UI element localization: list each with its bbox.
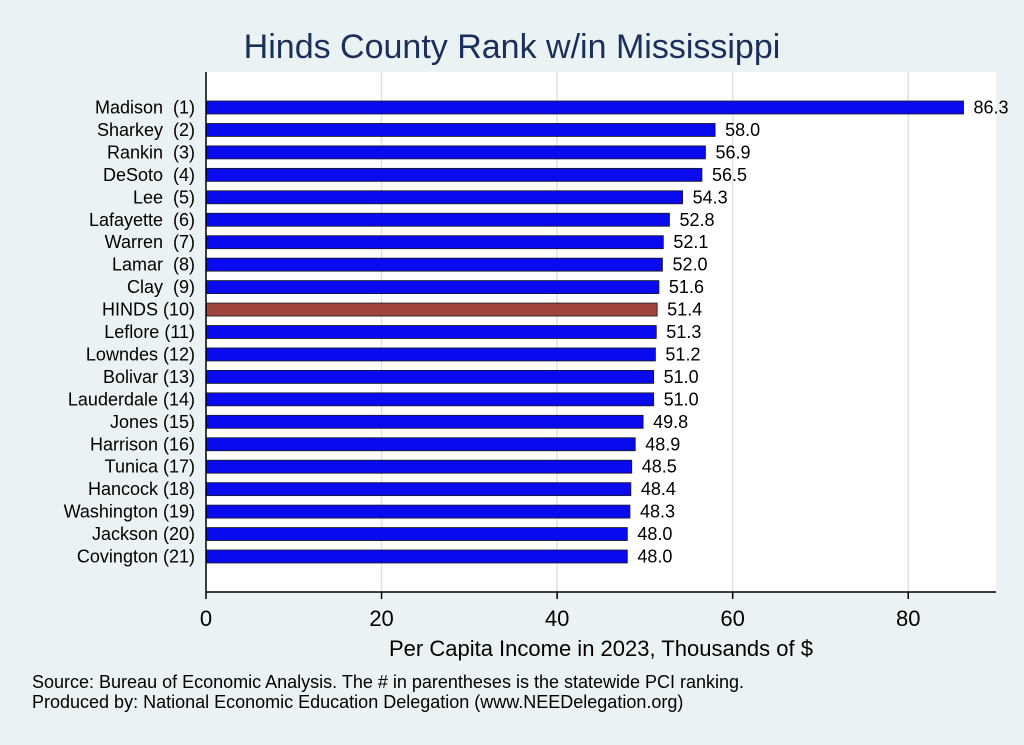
value-label: 51.4 [667,300,702,320]
category-label: Harrison (16) [90,434,195,454]
value-label: 48.9 [645,434,680,454]
bar-highlight [205,302,658,317]
value-label: 48.0 [637,524,672,544]
bar [205,235,664,250]
category-label: Lauderdale (14) [68,389,195,409]
value-label: 48.5 [642,457,677,477]
value-label: 51.0 [664,367,699,387]
value-label: 52.1 [673,232,708,252]
category-label: Lamar (8) [112,255,195,275]
value-label: 58.0 [725,120,760,140]
category-label: Clay (9) [127,277,195,297]
value-label: 52.0 [672,255,707,275]
value-label: 56.5 [712,165,747,185]
bar [205,392,655,407]
value-label: 51.3 [666,322,701,342]
x-tick-label: 40 [545,606,569,631]
bar [205,190,684,205]
x-axis-label: Per Capita Income in 2023, Thousands of … [389,636,813,661]
x-tick-label: 60 [720,606,744,631]
bar [205,482,632,497]
category-label: Bolivar (13) [103,367,195,387]
category-label: Jackson (20) [92,524,195,544]
x-tick-label: 20 [369,606,393,631]
x-ticks: 0 20 40 60 80 [200,592,920,631]
category-label: Madison (1) [95,98,195,118]
category-label: Rankin (3) [107,142,195,162]
bar [205,459,633,474]
bar [205,212,670,227]
category-label: Lafayette (6) [89,210,195,230]
category-label: Lowndes (12) [86,344,195,364]
x-tick-label: 0 [200,606,212,631]
value-label: 51.6 [669,277,704,297]
bar [205,123,716,137]
value-label: 51.2 [665,344,700,364]
value-label: 48.3 [640,502,675,522]
x-tick-label: 80 [896,606,920,631]
bar [205,280,660,295]
bar [205,369,655,384]
bar [205,504,631,519]
bar [205,437,636,452]
value-label: 54.3 [693,187,728,207]
value-label: 49.8 [653,412,688,432]
category-label: DeSoto (4) [103,165,195,185]
bar [205,257,663,272]
value-label: 52.8 [679,210,714,230]
category-label: Covington (21) [77,547,195,567]
bar [205,325,657,339]
value-label: 48.0 [637,547,672,567]
bar [205,549,628,564]
bar [205,145,706,160]
value-label: 51.0 [664,389,699,409]
value-label: 86.3 [974,98,1009,118]
source-note: Source: Bureau of Economic Analysis. The… [32,672,745,692]
value-label: 56.9 [715,142,750,162]
bar [205,100,964,115]
category-label: Hancock (18) [88,479,195,499]
bar [205,347,656,362]
category-label: Leflore (11) [104,322,195,342]
category-label: Lee (5) [133,187,195,207]
chart-title: Hinds County Rank w/in Mississippi [243,28,781,66]
bars [205,100,964,564]
category-label: Jones (15) [110,412,195,432]
category-label: Tunica (17) [105,457,195,477]
bar [205,414,644,429]
value-label: 48.4 [641,479,676,499]
bar [205,527,628,541]
labels: Madison (1) 86.3 Sharkey (2) 58.0 Rankin (3)… [64,98,1009,567]
produced-by-note: Produced by: National Economic Education… [32,692,684,712]
category-label: HINDS (10) [102,300,195,320]
category-label: Warren (7) [105,232,195,252]
bar [205,167,703,182]
category-label: Sharkey (2) [97,120,195,140]
category-label: Washington (19) [64,502,195,522]
